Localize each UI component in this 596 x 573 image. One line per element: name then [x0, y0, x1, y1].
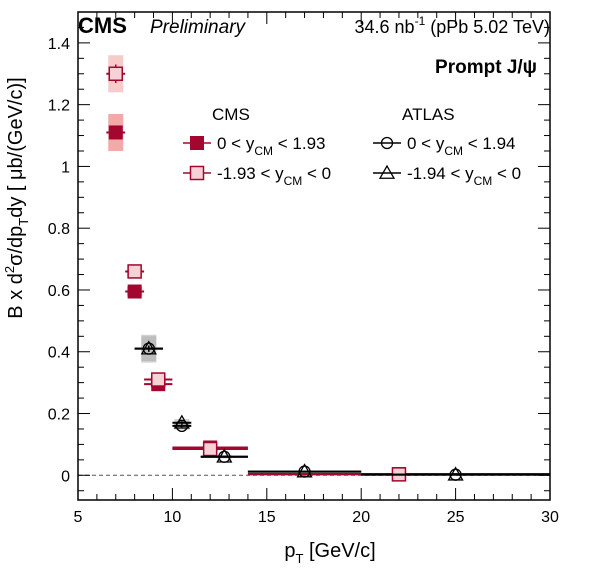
data-point — [202, 441, 218, 457]
y-tick-label: 1.2 — [48, 98, 70, 115]
legend-label: -1.94 < yCM < 0 — [407, 164, 521, 188]
legend-marker — [378, 164, 396, 179]
legend-marker — [189, 165, 205, 181]
data-point — [108, 125, 123, 140]
data-point — [173, 414, 190, 429]
x-tick-label: 25 — [447, 509, 465, 526]
lumi-label: 34.6 nb-1 (pPb 5.02 TeV) — [355, 14, 550, 37]
x-tick-label: 5 — [74, 509, 83, 526]
legend-marker — [380, 136, 394, 150]
chart-title: Prompt J/ψ — [435, 57, 537, 78]
y-tick-label: 0.4 — [48, 345, 70, 362]
y-tick-label: 0 — [61, 468, 70, 485]
data-point — [127, 284, 142, 299]
data-point — [108, 66, 124, 82]
data-point — [216, 448, 233, 463]
y-tick-label: 1.4 — [48, 36, 70, 53]
data-point — [150, 372, 166, 387]
x-tick-label: 10 — [164, 509, 182, 526]
legend-marker — [190, 136, 204, 150]
x-tick-label: 20 — [352, 509, 370, 526]
experiment-label: CMS — [78, 13, 127, 38]
plot-frame — [77, 11, 551, 501]
x-axis-label: pT [GeV/c] — [284, 540, 375, 566]
y-tick-label: 1 — [61, 159, 70, 176]
data-point — [127, 264, 142, 279]
y-tick-label: 0.6 — [48, 283, 70, 300]
y-tick-label: 0.2 — [48, 407, 70, 424]
data-point — [140, 340, 157, 355]
data-point — [447, 466, 464, 481]
legend-atlas-header: ATLAS — [402, 105, 455, 124]
x-tick-label: 15 — [258, 509, 276, 526]
legend-label: -1.93 < yCM < 0 — [217, 164, 331, 188]
y-tick-label: 0.8 — [48, 221, 70, 238]
legend-label: 0 < yCM < 1.94 — [407, 134, 515, 158]
legend-cms-header: CMS — [212, 105, 250, 124]
y-axis-label: B x d2σ/dpTdy [ μb/(GeV/c)] — [2, 77, 31, 318]
status-label: Preliminary — [150, 17, 247, 38]
legend-label: 0 < yCM < 1.93 — [217, 134, 325, 158]
data-point — [296, 463, 313, 478]
x-tick-label: 30 — [541, 509, 559, 526]
